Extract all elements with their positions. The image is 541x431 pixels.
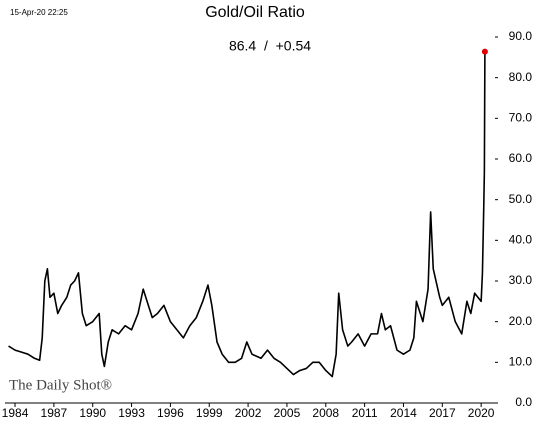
x-tick-label: 1993 (118, 406, 145, 420)
x-tick-label: 1987 (41, 406, 68, 420)
y-tick-label: 40.0 (509, 233, 533, 247)
y-tick-label: 70.0 (509, 111, 533, 125)
x-tick-label: 1990 (79, 406, 106, 420)
timestamp: 15-Apr-20 22:25 (10, 8, 68, 17)
x-tick-label: 2002 (235, 406, 262, 420)
y-tick-label: 10.0 (509, 355, 533, 369)
x-tick-label: 2011 (352, 406, 378, 420)
x-tick-label: 2008 (312, 406, 339, 420)
annotation: 86.4 / +0.54 (229, 38, 311, 54)
y-tick-label: 30.0 (509, 273, 533, 287)
y-tick-label: 50.0 (509, 192, 533, 206)
endpoint (481, 48, 488, 55)
y-tick-label: 90.0 (509, 29, 533, 43)
y-tick-label: 80.0 (509, 70, 533, 84)
y-tick-label: 60.0 (509, 151, 533, 165)
x-tick-label: 2005 (274, 406, 301, 420)
chart-title: Gold/Oil Ratio (205, 4, 305, 21)
watermark: The Daily Shot® (9, 377, 112, 393)
line (8, 51, 486, 378)
x-tick-label: 1999 (196, 406, 223, 420)
y-tick-label: 20.0 (509, 314, 533, 328)
x-tick-label: 1996 (157, 406, 184, 420)
x-tick-label: 2017 (429, 406, 456, 420)
x-tick-label: 1984 (2, 406, 29, 420)
x-tick-label: 2014 (390, 406, 417, 420)
y-tick-label: 0.0 (515, 395, 532, 409)
x-tick-label: 2020 (468, 406, 495, 420)
